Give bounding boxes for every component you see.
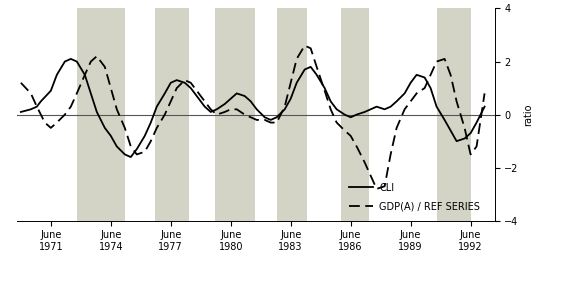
- Bar: [77, 8, 125, 221]
- Bar: [341, 8, 369, 221]
- Bar: [277, 8, 307, 221]
- Legend: CLI, GDP(A) / REF SERIES: CLI, GDP(A) / REF SERIES: [349, 183, 480, 212]
- Bar: [437, 8, 470, 221]
- Bar: [155, 8, 189, 221]
- Y-axis label: ratio: ratio: [523, 103, 533, 126]
- Bar: [215, 8, 255, 221]
